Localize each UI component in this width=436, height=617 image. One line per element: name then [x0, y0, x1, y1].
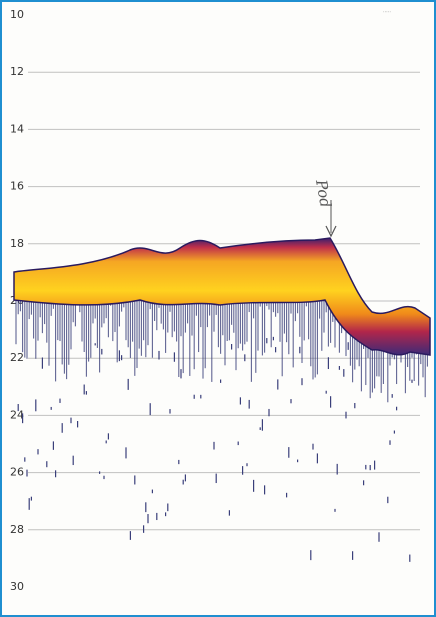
depth-label: 24	[10, 408, 24, 421]
depth-label: 30	[10, 580, 24, 593]
depth-label: 18	[10, 237, 24, 250]
depth-label: 12	[10, 65, 24, 78]
depth-label: 16	[10, 180, 24, 193]
depth-label: 22	[10, 351, 24, 364]
arrow-head	[325, 225, 337, 238]
header-mark: ·····	[383, 10, 391, 16]
depth-label: 14	[10, 122, 24, 135]
depth-label: 28	[10, 523, 24, 536]
annotation: Pod	[312, 177, 335, 209]
depth-label: 26	[10, 466, 24, 479]
echo-band	[13, 237, 431, 356]
depth-label: 10	[10, 8, 24, 21]
